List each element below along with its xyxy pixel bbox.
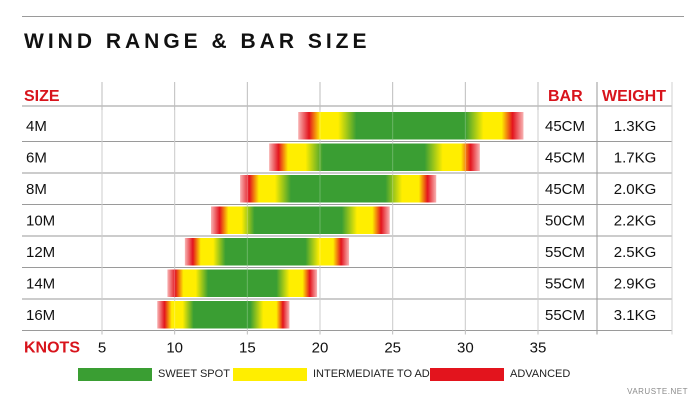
x-tick-label: 30: [457, 340, 474, 357]
row-bar-value: 45CM: [545, 149, 585, 166]
row-weight-value: 1.7KG: [614, 149, 657, 166]
legend-swatch-sweet: [78, 368, 152, 381]
x-tick-label: 25: [384, 340, 401, 357]
row-weight-value: 2.5KG: [614, 244, 657, 261]
range-bar-8m: [240, 175, 437, 203]
x-tick-label: 10: [166, 340, 183, 357]
row-size-label: 14M: [26, 275, 55, 292]
x-tick-label: 20: [312, 340, 329, 357]
row-size-label: 6M: [26, 149, 47, 166]
row-size-label: 8M: [26, 181, 47, 198]
range-bar-14m: [167, 269, 318, 297]
x-tick-label: 35: [530, 340, 547, 357]
text-layer: SIZE BAR WEIGHT 4M 45CM 1.3KG 6M 45CM 1.7KG 8M 45C…: [24, 88, 666, 357]
row-weight-value: 1.3KG: [614, 118, 657, 135]
range-bar-16m: [157, 301, 290, 329]
legend-swatch-advanced: [430, 368, 504, 381]
range-bar-12m: [184, 238, 350, 266]
page-title: WIND RANGE & BAR SIZE: [24, 30, 371, 53]
row-weight-value: 2.9KG: [614, 275, 657, 292]
weight-column-header: WEIGHT: [602, 88, 666, 105]
row-size-label: 10M: [26, 212, 55, 229]
row-weight-value: 2.0KG: [614, 181, 657, 198]
x-tick-label: 15: [239, 340, 256, 357]
range-bar-4m: [298, 112, 524, 140]
legend-swatch-intermediate: [233, 368, 307, 381]
row-size-label: 16M: [26, 307, 55, 324]
legend-label-advanced: ADVANCED: [510, 368, 571, 380]
legend-label-sweet: SWEET SPOT: [158, 368, 230, 380]
range-bar-10m: [211, 206, 390, 234]
bar-column-header: BAR: [548, 88, 583, 105]
row-weight-value: 3.1KG: [614, 307, 657, 324]
row-bar-value: 45CM: [545, 181, 585, 198]
row-bar-value: 55CM: [545, 244, 585, 261]
watermark: VARUSTE.NET: [627, 387, 688, 396]
row-size-label: 12M: [26, 244, 55, 261]
row-size-label: 4M: [26, 118, 47, 135]
row-weight-value: 2.2KG: [614, 212, 657, 229]
row-bar-value: 55CM: [545, 307, 585, 324]
x-tick-label: 5: [98, 340, 106, 357]
row-bar-value: 55CM: [545, 275, 585, 292]
x-axis-label: KNOTS: [24, 340, 80, 357]
size-column-header: SIZE: [24, 88, 60, 105]
top-rule: [22, 16, 684, 17]
bars-layer: [101, 110, 539, 331]
row-bar-value: 50CM: [545, 212, 585, 229]
row-bar-value: 45CM: [545, 118, 585, 135]
range-bar-6m: [269, 143, 480, 171]
